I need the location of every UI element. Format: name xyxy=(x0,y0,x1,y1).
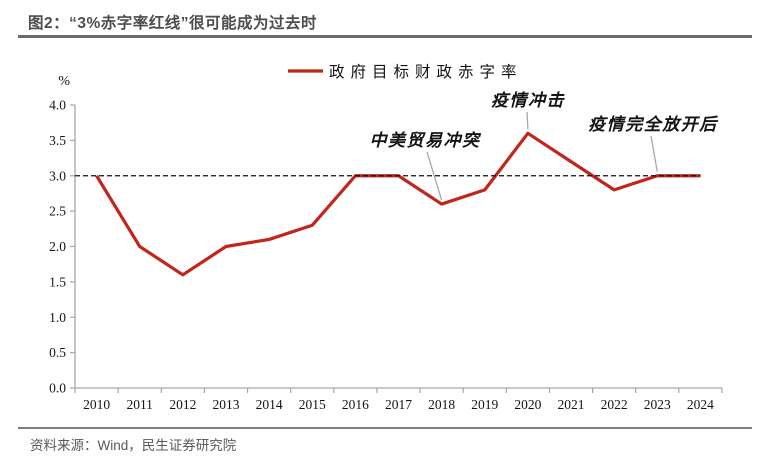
y-tick-label: 1.5 xyxy=(49,274,66,289)
x-tick-label: 2017 xyxy=(385,397,412,412)
x-tick-label: 2016 xyxy=(342,397,369,412)
x-tick-label: 2024 xyxy=(687,397,714,412)
x-tick-label: 2015 xyxy=(299,397,326,412)
footer-divider xyxy=(18,427,752,429)
x-tick-label: 2021 xyxy=(558,397,585,412)
x-tick-label: 2020 xyxy=(514,397,541,412)
annotation-label: 疫情冲击 xyxy=(491,91,565,110)
y-tick-label: 2.0 xyxy=(49,239,66,254)
figure-title: 图2：“3%赤字率红线”很可能成为过去时 xyxy=(28,15,318,32)
x-tick-label: 2013 xyxy=(212,397,239,412)
annotation-leader-line xyxy=(526,111,529,130)
y-tick-label: 0.5 xyxy=(49,345,66,360)
x-tick-label: 2010 xyxy=(83,397,110,412)
x-tick-label: 2011 xyxy=(126,397,153,412)
y-tick-label: 3.5 xyxy=(49,133,66,148)
title-divider xyxy=(18,35,752,38)
x-tick-label: 2023 xyxy=(644,397,671,412)
annotation-label: 中美贸易冲突 xyxy=(370,131,482,150)
x-tick-label: 2018 xyxy=(428,397,455,412)
y-axis-unit-label: % xyxy=(58,74,70,89)
y-tick-label: 4.0 xyxy=(49,98,66,113)
source-note: 资料来源：Wind，民生证券研究院 xyxy=(30,438,237,453)
annotation-leader-line xyxy=(650,135,658,172)
deficit-target-line xyxy=(95,131,701,277)
annotation-leader-line xyxy=(426,151,443,201)
x-tick-label: 2019 xyxy=(471,397,498,412)
y-tick-label: 2.5 xyxy=(49,204,66,219)
y-tick-label: 1.0 xyxy=(49,310,66,325)
y-tick-label: 3.0 xyxy=(49,168,66,183)
legend-label: 政府目标财政赤字率 xyxy=(329,63,523,81)
x-tick-label: 2014 xyxy=(256,397,283,412)
y-tick-label: 0.0 xyxy=(49,381,66,396)
x-tick-label: 2022 xyxy=(601,397,628,412)
annotation-label: 疫情完全放开后 xyxy=(588,115,719,134)
x-tick-label: 2012 xyxy=(169,397,196,412)
